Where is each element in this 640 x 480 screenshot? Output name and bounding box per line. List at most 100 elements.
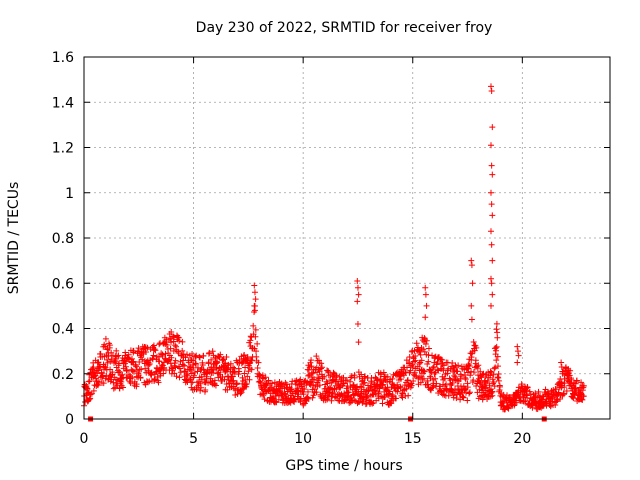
data-point — [168, 339, 175, 346]
data-point — [229, 378, 236, 385]
data-point — [389, 375, 396, 382]
data-point — [309, 376, 316, 383]
data-point — [372, 386, 379, 393]
data-point — [363, 394, 370, 401]
data-point — [491, 365, 498, 372]
data-point — [119, 371, 126, 378]
data-point — [116, 368, 123, 375]
y-tick-label: 1.2 — [52, 141, 74, 157]
data-point — [235, 371, 242, 378]
data-point — [236, 357, 243, 364]
data-point — [580, 393, 587, 400]
data-point — [358, 371, 365, 378]
data-point — [308, 357, 315, 364]
data-point — [162, 350, 169, 357]
data-point — [95, 382, 102, 389]
data-point — [148, 369, 155, 376]
data-point — [420, 367, 427, 374]
data-point — [197, 380, 204, 387]
data-point — [150, 342, 157, 349]
data-point — [432, 375, 439, 382]
data-point — [422, 284, 429, 291]
data-point — [458, 373, 465, 380]
data-point — [133, 363, 140, 370]
data-point — [233, 380, 240, 387]
data-point — [380, 369, 387, 376]
data-point — [417, 351, 424, 358]
data-point — [468, 316, 475, 323]
data-point — [236, 368, 243, 375]
data-point — [214, 359, 221, 366]
y-tick-label: 0.4 — [52, 322, 74, 338]
data-point — [361, 379, 368, 386]
data-point — [90, 364, 97, 371]
data-point — [468, 368, 475, 375]
data-point — [229, 373, 236, 380]
data-point — [567, 367, 574, 374]
data-point — [192, 360, 199, 367]
data-point — [252, 296, 259, 303]
data-point — [468, 302, 475, 309]
data-point — [183, 371, 190, 378]
data-point — [104, 356, 111, 363]
data-point — [488, 87, 495, 94]
data-point — [172, 364, 179, 371]
data-point — [100, 380, 107, 387]
data-point — [321, 373, 328, 380]
data-point — [402, 369, 409, 376]
data-point — [137, 374, 144, 381]
data-point — [377, 376, 384, 383]
data-point — [122, 363, 129, 370]
data-point — [514, 348, 521, 355]
y-tick-label: 1.6 — [52, 50, 74, 66]
data-point — [495, 370, 502, 377]
data-point — [495, 377, 502, 384]
data-point — [98, 369, 105, 376]
data-point — [469, 280, 476, 287]
data-point — [355, 291, 362, 298]
data-point — [217, 351, 224, 358]
data-point — [431, 370, 438, 377]
data-point — [130, 347, 137, 354]
data-point — [355, 339, 362, 346]
data-point — [354, 277, 361, 284]
data-point — [230, 364, 237, 371]
data-point — [384, 378, 391, 385]
data-point — [464, 397, 471, 404]
data-point — [489, 388, 496, 395]
data-point — [481, 385, 488, 392]
data-point — [328, 397, 335, 404]
data-point — [133, 381, 140, 388]
data-point — [496, 383, 503, 390]
data-point — [268, 384, 275, 391]
data-point — [189, 350, 196, 357]
data-point — [129, 367, 136, 374]
data-point — [440, 376, 447, 383]
data-point — [572, 385, 579, 392]
data-point — [301, 378, 308, 385]
data-point — [295, 391, 302, 398]
data-point — [305, 395, 312, 402]
data-point — [459, 393, 466, 400]
data-point — [344, 377, 350, 384]
data-point — [97, 364, 104, 371]
data-point — [489, 257, 496, 264]
data-point — [572, 380, 579, 387]
data-point — [468, 257, 475, 264]
data-point — [505, 405, 512, 412]
x-tick-label: 5 — [189, 431, 198, 447]
data-point — [488, 241, 495, 248]
data-point — [330, 369, 337, 376]
data-point — [120, 384, 127, 391]
data-point — [308, 363, 315, 370]
data-point — [364, 393, 371, 400]
data-point — [473, 344, 480, 351]
data-point — [198, 384, 205, 391]
data-point — [475, 362, 482, 369]
data-point — [404, 377, 411, 384]
data-point — [462, 374, 469, 381]
data-point — [143, 349, 150, 356]
data-point — [176, 374, 183, 381]
data-point — [466, 362, 473, 369]
